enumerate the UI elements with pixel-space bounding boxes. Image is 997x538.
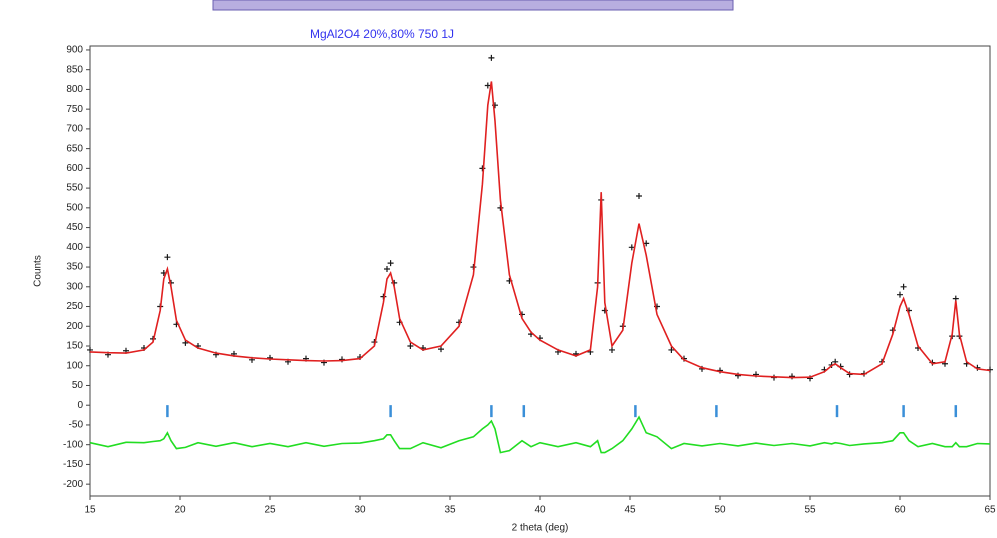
y-tick-label: 650 — [66, 143, 83, 154]
x-tick-label: 65 — [984, 505, 996, 516]
observed-point — [267, 354, 273, 361]
x-tick-label: 25 — [264, 505, 276, 516]
x-tick-label: 45 — [624, 505, 636, 516]
y-tick-label: 800 — [66, 84, 83, 95]
observed-point — [438, 346, 444, 353]
x-tick-label: 40 — [534, 505, 546, 516]
y-tick-label: 500 — [66, 202, 83, 213]
window-bar — [212, 0, 734, 11]
y-tick-label: 850 — [66, 64, 83, 75]
y-tick-label: 250 — [66, 301, 83, 312]
observed-point — [609, 346, 615, 353]
observed-point — [387, 260, 394, 267]
chart-title: MgAl2O4 20%,80% 750 1J — [310, 27, 454, 41]
observed-point — [384, 266, 390, 273]
y-tick-label: 700 — [66, 124, 83, 135]
x-axis-label: 2 theta (deg) — [512, 523, 569, 534]
y-tick-label: 900 — [66, 45, 83, 56]
observed-point — [479, 165, 486, 172]
observed-point — [900, 283, 907, 290]
y-tick-label: -100 — [63, 439, 83, 450]
y-tick-label: -150 — [63, 459, 83, 470]
x-tick-label: 55 — [804, 505, 816, 516]
x-tick-label: 30 — [354, 505, 366, 516]
observed-point — [789, 373, 795, 380]
x-tick-label: 35 — [444, 505, 456, 516]
x-tick-label: 50 — [714, 505, 726, 516]
x-tick-label: 20 — [174, 505, 186, 516]
y-tick-label: -50 — [69, 420, 84, 431]
y-tick-label: 50 — [72, 380, 84, 391]
difference-curve — [89, 415, 991, 454]
observed-point — [636, 193, 642, 199]
calculated-curve — [89, 81, 991, 379]
y-tick-label: 400 — [66, 242, 83, 253]
observed-point — [628, 244, 635, 251]
observed-point — [407, 343, 414, 349]
y-tick-label: 450 — [66, 222, 83, 233]
x-tick-label: 15 — [84, 505, 96, 516]
y-tick-label: 200 — [66, 321, 83, 332]
plot-frame — [89, 45, 991, 497]
observed-point — [488, 54, 495, 61]
y-tick-label: 150 — [66, 341, 83, 352]
y-axis-label: Counts — [33, 255, 44, 287]
y-tick-label: -200 — [63, 479, 83, 490]
y-tick-label: 350 — [66, 262, 83, 273]
observed-point — [339, 356, 345, 363]
y-tick-label: 100 — [66, 360, 83, 371]
y-tick-label: 300 — [66, 281, 83, 292]
observed-point — [484, 82, 491, 89]
y-tick-label: 0 — [77, 400, 83, 411]
observed-point — [897, 291, 903, 298]
y-tick-label: 750 — [66, 104, 83, 115]
y-tick-label: 600 — [66, 163, 83, 174]
x-tick-label: 60 — [894, 505, 906, 516]
y-tick-label: 550 — [66, 183, 83, 194]
observed-point — [164, 254, 171, 261]
observed-point — [668, 346, 675, 353]
